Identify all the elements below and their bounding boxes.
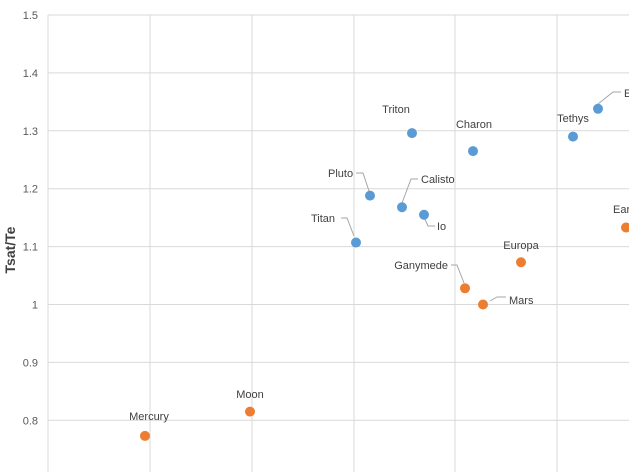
label-leader-line (489, 296, 506, 302)
data-labels: Titan Pluto Calisto Io Triton Charon Tethys E Me… (129, 88, 629, 423)
y-tick-label: 1 (32, 300, 38, 312)
data-point-moon (245, 406, 255, 417)
y-tick-label: 1.1 (23, 242, 38, 254)
label-leader-lines (341, 91, 621, 302)
data-label-ganymede: Ganymede (394, 260, 448, 272)
data-point-mars (478, 299, 488, 310)
data-point-pluto (365, 190, 375, 201)
gridlines (47, 14, 629, 472)
data-point-calisto (397, 202, 407, 213)
data-point-europa (516, 257, 526, 268)
data-point-e (593, 103, 603, 114)
label-leader-line (401, 178, 418, 204)
label-leader-line (356, 172, 370, 192)
data-point-io (419, 209, 429, 220)
data-point-triton (407, 128, 417, 139)
data-label-mercury: Mercury (129, 411, 169, 423)
y-axis-label: Tsat/Te (2, 226, 18, 273)
data-label-e: E (624, 88, 629, 100)
data-point-titan (351, 237, 361, 248)
data-label-tethys: Tethys (557, 113, 589, 125)
data-point-charon (468, 146, 478, 157)
data-point-ear (621, 222, 629, 233)
data-label-io: Io (437, 221, 446, 233)
data-label-mars: Mars (509, 295, 534, 307)
data-points (140, 103, 629, 441)
y-tick-label: 1.3 (23, 126, 38, 138)
data-label-charon: Charon (456, 119, 492, 131)
y-tick-labels: 0.8 0.9 1 1.1 1.2 1.3 1.4 1.5 (23, 10, 38, 427)
y-tick-label: 1.2 (23, 184, 38, 196)
data-label-titan: Titan (311, 213, 335, 225)
y-tick-label: 0.9 (23, 357, 38, 369)
label-leader-line (341, 217, 355, 237)
data-label-europa: Europa (503, 240, 539, 252)
label-leader-line (423, 216, 435, 227)
data-label-triton: Triton (382, 104, 410, 116)
data-point-mercury (140, 430, 150, 441)
data-label-ear: Ear (613, 204, 629, 216)
label-leader-line (451, 264, 465, 284)
y-tick-label: 1.4 (23, 68, 38, 80)
data-point-tethys (568, 131, 578, 142)
y-tick-label: 0.8 (23, 415, 38, 427)
data-label-moon: Moon (236, 389, 264, 401)
data-label-pluto: Pluto (328, 168, 353, 180)
data-point-ganymede (460, 283, 470, 294)
label-leader-line (597, 91, 621, 105)
data-label-calisto: Calisto (421, 174, 455, 186)
y-tick-label: 1.5 (23, 10, 38, 22)
